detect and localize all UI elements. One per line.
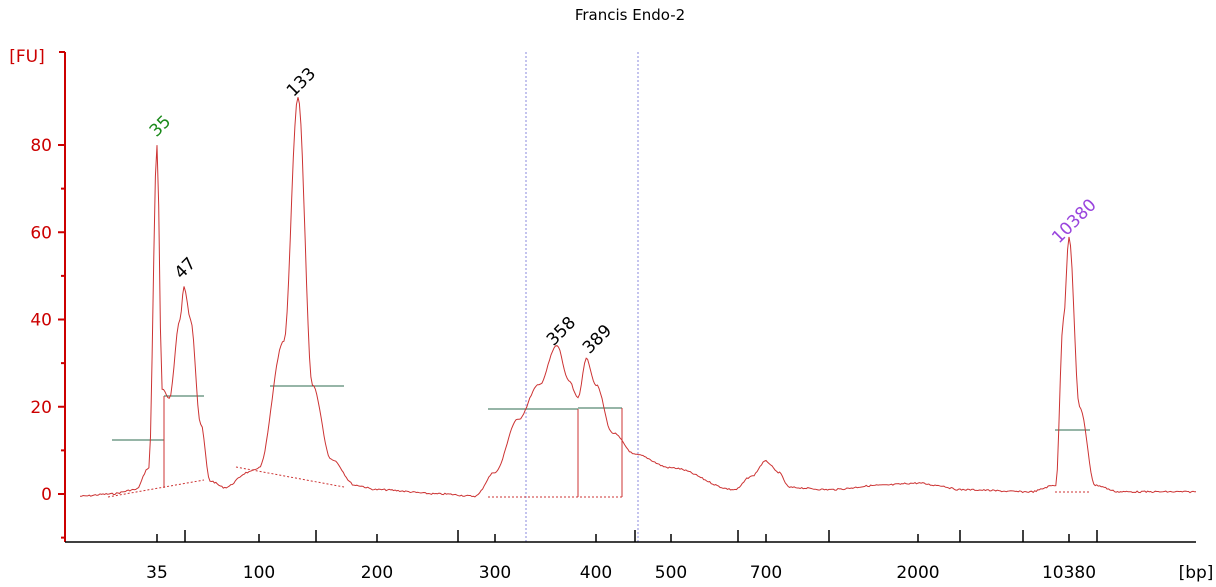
x-tick-label: 100 xyxy=(243,563,275,583)
y-tick-label: 40 xyxy=(30,311,52,331)
peak-baselines xyxy=(107,385,1090,498)
peak-label: 358 xyxy=(543,313,580,350)
x-tick-label: 200 xyxy=(361,563,393,583)
x-tick-label: 35 xyxy=(146,563,168,583)
trace-line xyxy=(79,97,1196,498)
y-tick-label: 0 xyxy=(41,485,52,505)
axes: 0 20 40 60 80 35 100 200 300 400 500 700 2000 10380 xyxy=(30,51,1196,583)
y-tick-label: 80 xyxy=(30,136,52,156)
x-tick-label: 400 xyxy=(580,563,612,583)
x-tick-label: 500 xyxy=(655,563,687,583)
peak-baseline xyxy=(107,479,205,498)
peak-label: 389 xyxy=(579,321,616,358)
y-tick-label: 20 xyxy=(30,398,52,418)
x-axis-label: [bp] xyxy=(1179,563,1214,583)
x-tick-label: 700 xyxy=(750,563,782,583)
y-axis-label: [FU] xyxy=(9,47,45,67)
trace-layer xyxy=(79,97,1196,498)
y-tick-label: 60 xyxy=(30,223,52,243)
x-tick-label: 300 xyxy=(479,563,511,583)
peak-label: 35 xyxy=(146,112,175,141)
peak-label: 10380 xyxy=(1048,195,1100,247)
peak-label: 133 xyxy=(283,64,320,101)
peak-label: 47 xyxy=(171,254,200,283)
x-tick-label: 10380 xyxy=(1042,563,1096,583)
marker-lines xyxy=(525,52,639,542)
x-tick-label: 2000 xyxy=(896,563,939,583)
chart-title: Francis Endo-2 xyxy=(575,6,685,24)
